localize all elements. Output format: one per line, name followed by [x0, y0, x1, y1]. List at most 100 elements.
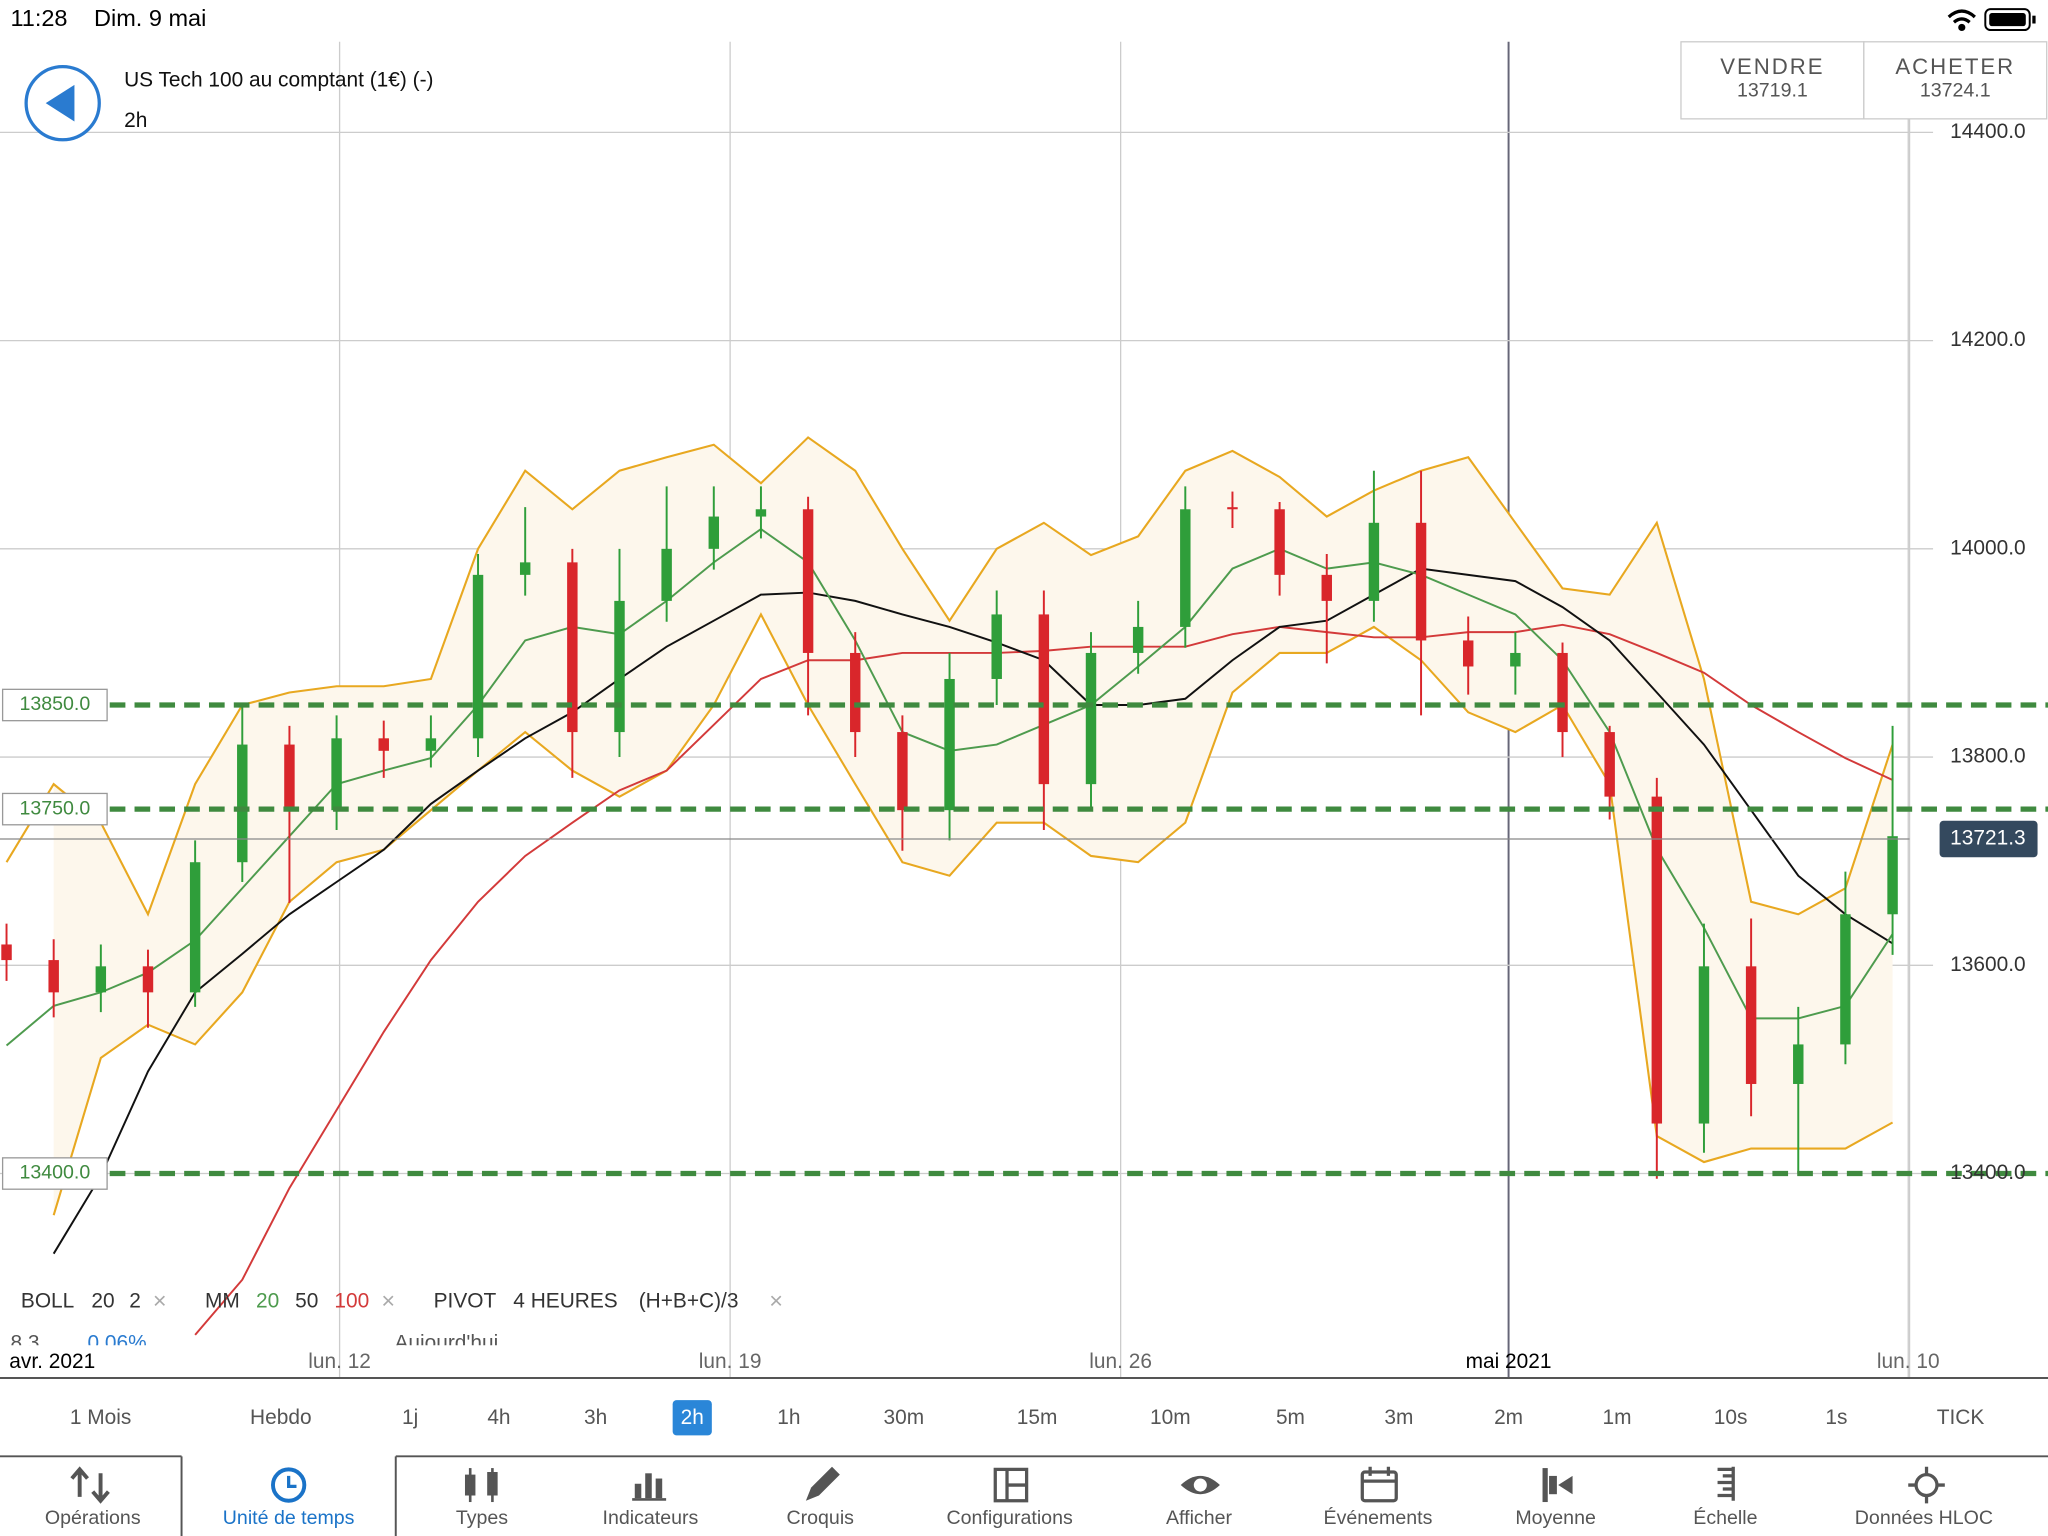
partial-text: Aujourd'hui	[394, 1332, 498, 1355]
icon-scale[interactable]	[1717, 1466, 1735, 1501]
candle-body	[425, 738, 437, 751]
candle-body	[237, 744, 248, 863]
date-label: mai 2021	[1466, 1350, 1552, 1373]
battery-icon	[1984, 8, 2036, 32]
candle-body	[331, 738, 342, 811]
candle-body	[1887, 836, 1898, 915]
legend-name[interactable]: PIVOT	[434, 1290, 497, 1313]
timeframe-option[interactable]: 10m	[1150, 1406, 1191, 1429]
timeframe-option[interactable]: 1m	[1602, 1406, 1631, 1429]
timeframe-option[interactable]: 5m	[1276, 1406, 1305, 1429]
pivot-lines: 13850.0 13750.0 13400.0	[1, 688, 2048, 1190]
timeframe-option[interactable]: 1h	[777, 1406, 800, 1429]
toolbar-tab[interactable]: Afficher	[1166, 1507, 1232, 1529]
toolbar-tab[interactable]: Opérations	[45, 1507, 141, 1529]
sell-label[interactable]: VENDRE	[1720, 54, 1824, 79]
sell-price[interactable]: 13719.1	[1737, 80, 1808, 102]
candle-body	[1, 944, 12, 961]
candle-body	[95, 966, 107, 993]
toolbar-tab[interactable]: Événements	[1324, 1506, 1433, 1529]
pivot-label: 13400.0	[19, 1162, 90, 1184]
toolbar-tab[interactable]: Moyenne	[1515, 1507, 1596, 1529]
icon-operations[interactable]	[70, 1466, 110, 1504]
timeframe-option[interactable]: 4h	[487, 1406, 510, 1429]
candle-body	[991, 614, 1002, 679]
timeframe-label: 2h	[124, 109, 147, 132]
candle-body	[1745, 966, 1757, 1084]
instrument-title: US Tech 100 au comptant (1€) (-)	[124, 68, 433, 91]
toolbar-tab[interactable]: Croquis	[787, 1507, 855, 1529]
indicator-line	[52, 612, 1894, 1216]
timeframe-option[interactable]: 15m	[1017, 1406, 1058, 1429]
candle-body	[1038, 614, 1050, 785]
icon-clock[interactable]	[271, 1467, 307, 1503]
y-tick-label: 14200.0	[1950, 328, 2025, 351]
candle-body	[1180, 509, 1191, 627]
buy-box[interactable]	[1863, 41, 2048, 120]
date-axis: avr. 2021 lun. 12 lun. 19 lun. 26 mai 2021 lu…	[9, 1350, 1939, 1373]
back-arrow[interactable]	[45, 84, 75, 122]
legend-param: (H+B+C)/3	[639, 1290, 739, 1313]
timeframe-option[interactable]: 1 Mois	[70, 1406, 131, 1429]
timeframe-option[interactable]: 1s	[1825, 1406, 1847, 1429]
remove-icon[interactable]: ×	[381, 1287, 395, 1313]
timeframe-option[interactable]: 2m	[1494, 1406, 1523, 1429]
timeframe-option[interactable]: 3h	[584, 1406, 607, 1429]
icon-hloc[interactable]	[1908, 1466, 1945, 1504]
back-button[interactable]	[24, 64, 101, 142]
sell-button[interactable]: VENDRE 13719.1	[1680, 41, 1865, 120]
status-time: 11:28	[10, 5, 67, 31]
candle-body	[189, 862, 201, 993]
icon-layouts[interactable]	[993, 1467, 1029, 1503]
icon-indicators[interactable]	[632, 1473, 667, 1501]
legend-name[interactable]: MM	[205, 1290, 240, 1313]
toolbar-tab[interactable]: Types	[456, 1507, 508, 1529]
toolbar-tab[interactable]: Données HLOC	[1855, 1507, 1993, 1529]
candle-body	[1132, 626, 1144, 653]
candle-body	[755, 509, 767, 517]
remove-icon[interactable]: ×	[153, 1287, 167, 1313]
timeframe-option[interactable]: 2h	[681, 1406, 704, 1429]
timeframe-option[interactable]: 10s	[1714, 1406, 1748, 1429]
toolbar-tab[interactable]: Indicateurs	[603, 1507, 699, 1529]
timeframe-option[interactable]: 3m	[1384, 1406, 1413, 1429]
sell-box[interactable]	[1680, 41, 1865, 120]
icon-view[interactable]	[1180, 1475, 1220, 1495]
candle-body	[142, 966, 154, 993]
candle-body	[378, 738, 389, 751]
timeframe-option[interactable]: Hebdo	[250, 1406, 312, 1429]
timeframe-bar: 1 Mois Hebdo 1j 4h 3h 2h 1h 30m 15m 10m 5m 3m 2m 1m 10…	[70, 1400, 1985, 1436]
legend-param: 50	[295, 1290, 318, 1313]
partial-text: 8.3	[10, 1332, 39, 1355]
icon-types[interactable]	[464, 1468, 498, 1503]
legend-param: 100	[334, 1290, 369, 1313]
icon-events[interactable]	[1360, 1466, 1398, 1503]
legend-param: 2	[129, 1290, 141, 1313]
candle-body	[897, 732, 908, 811]
icon-sketch[interactable]	[805, 1466, 840, 1501]
icon-average[interactable]	[1542, 1468, 1573, 1503]
candle-body	[708, 516, 720, 549]
toolbar-tab[interactable]: Unité de temps	[223, 1507, 355, 1529]
candle-body	[614, 600, 625, 733]
legend-name[interactable]: BOLL	[21, 1290, 74, 1313]
timeframe-option[interactable]: TICK	[1937, 1406, 1985, 1429]
price-axis: 13400.0 13600.0 13800.0 14000.0 14200.0 14400…	[1939, 120, 2038, 1184]
timeframe-option[interactable]: 1j	[402, 1406, 418, 1429]
buy-button[interactable]: ACHETER 13724.1	[1863, 41, 2048, 120]
remove-icon[interactable]: ×	[769, 1287, 783, 1313]
buy-label[interactable]: ACHETER	[1895, 54, 2015, 79]
timeframe-option[interactable]: 30m	[884, 1406, 925, 1429]
timeframe-selected[interactable]	[672, 1400, 712, 1436]
candle-body	[1368, 522, 1380, 601]
candle-body	[1793, 1044, 1804, 1084]
buy-price[interactable]: 13724.1	[1920, 80, 1991, 102]
candle-body	[1415, 522, 1427, 641]
y-tick-label: 13800.0	[1950, 745, 2025, 768]
toolbar-frame	[0, 1455, 2048, 1536]
y-tick-label: 13600.0	[1950, 953, 2025, 976]
toolbar-tab[interactable]: Échelle	[1693, 1506, 1757, 1529]
pivot-tag	[1, 1157, 108, 1190]
toolbar-tab[interactable]: Configurations	[947, 1507, 1073, 1529]
